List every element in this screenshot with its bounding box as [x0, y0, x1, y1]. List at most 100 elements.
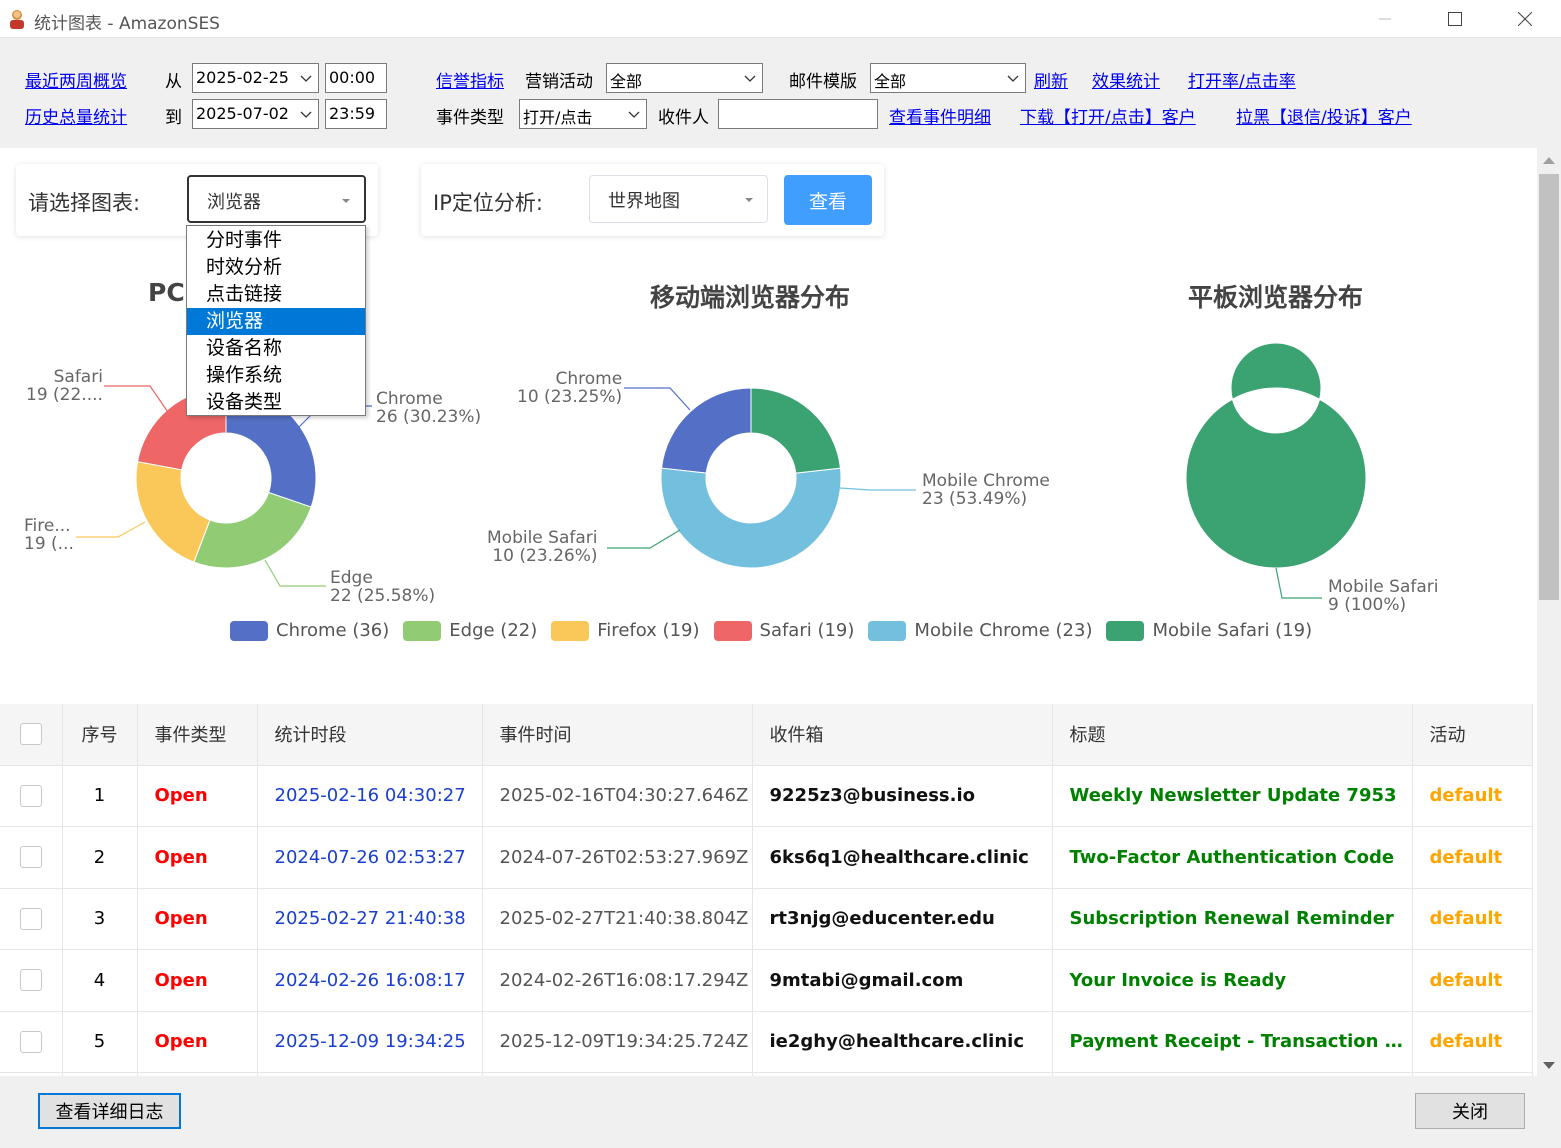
dropdown-option[interactable]: 点击链接: [206, 283, 283, 305]
toolbar: 最近两周概览 历史总量统计 从 到 2025-02-25 00:00 2025-…: [0, 38, 1561, 148]
row-checkbox[interactable]: [20, 907, 42, 930]
from-date-picker[interactable]: 2025-02-25: [192, 63, 319, 93]
leader-line-mobile-mobile-chrome: [839, 487, 916, 491]
close-button[interactable]: 关闭: [1415, 1093, 1525, 1129]
legend-item-chrome[interactable]: Chrome (36): [230, 620, 389, 641]
table-row[interactable]: 4 Open 2024-02-26 16:08:17 2024-02-26T16…: [0, 949, 1533, 1012]
cell-index: 5: [62, 1011, 138, 1073]
leader-line-pc-safari: [104, 385, 173, 419]
pie-slice-pc-firefox[interactable]: [135, 461, 211, 563]
label-name: Chrome: [555, 369, 623, 389]
row-checkbox[interactable]: [20, 784, 42, 807]
table-row[interactable]: 5 Open 2025-12-09 19:34:25 2025-12-09T19…: [0, 1011, 1533, 1073]
column-header-subject[interactable]: 标题: [1052, 704, 1413, 766]
row-checkbox[interactable]: [20, 1030, 42, 1053]
open-click-rate-link[interactable]: 打开率/点击率: [1188, 72, 1296, 92]
cell-subject: Your Invoice is Ready: [1052, 949, 1413, 1012]
dropdown-option[interactable]: 时效分析: [206, 256, 283, 278]
dropdown-option[interactable]: 操作系统: [206, 364, 283, 386]
scrollbar-thumb[interactable]: [1539, 174, 1559, 600]
download-customers-link[interactable]: 下载【打开/点击】客户: [1020, 108, 1196, 128]
from-date-value: 2025-02-25: [196, 68, 289, 87]
legend-item-mobile-safari[interactable]: Mobile Safari (19): [1106, 620, 1312, 641]
leader-line-tablet-safari: [1275, 567, 1322, 599]
label-value: 22 (25.58%): [330, 586, 436, 606]
legend-label: Mobile Chrome (23): [914, 620, 1093, 641]
label-value: 9 (100%): [1328, 595, 1407, 615]
row-checkbox[interactable]: [20, 846, 42, 869]
row-select-cell: [0, 1011, 63, 1073]
table-row[interactable]: 1 Open 2025-02-16 04:30:27 2025-02-16T04…: [0, 765, 1533, 827]
column-header-event-time[interactable]: 事件时间: [482, 704, 753, 766]
cell-subject: Payment Receipt - Transaction Co...: [1052, 1011, 1413, 1073]
template-select[interactable]: 全部: [870, 63, 1026, 93]
refresh-link[interactable]: 刷新: [1034, 72, 1068, 92]
select-all-checkbox[interactable]: [20, 723, 42, 746]
pie-slice-pc-edge[interactable]: [193, 491, 312, 569]
column-header-mailbox[interactable]: 收件箱: [752, 704, 1053, 766]
legend-item-edge[interactable]: Edge (22): [403, 620, 537, 641]
close-window-icon[interactable]: [1490, 0, 1560, 38]
column-header-period[interactable]: 统计时段: [257, 704, 483, 766]
cell-campaign: [1412, 1072, 1533, 1076]
cell-subject: Subscription Renewal Reminder: [1052, 888, 1413, 950]
vertical-scrollbar[interactable]: [1537, 148, 1561, 1076]
campaign-select[interactable]: 全部: [606, 63, 763, 93]
history-total-link[interactable]: 历史总量统计: [25, 108, 127, 128]
template-label: 邮件模版: [789, 72, 857, 92]
view-detail-log-button[interactable]: 查看详细日志: [38, 1093, 181, 1129]
blacklist-customers-link[interactable]: 拉黑【退信/投诉】客户: [1236, 108, 1412, 128]
pie-label-mobile-chrome-mobile: Mobile Chrome 23 (53.49%): [922, 472, 1050, 508]
table-row[interactable]: 2 Open 2024-07-26 02:53:27 2024-07-26T02…: [0, 826, 1533, 889]
column-header-index[interactable]: 序号: [62, 704, 138, 766]
chart-select[interactable]: 浏览器: [187, 175, 366, 223]
chart-area: 请选择图表: 浏览器 IP定位分析: 世界地图 查看 PC 移动端浏览器分布 平…: [0, 148, 1537, 704]
event-detail-link[interactable]: 查看事件明细: [889, 108, 991, 128]
minimize-icon[interactable]: [1350, 0, 1420, 38]
maximize-icon[interactable]: [1420, 0, 1490, 38]
dropdown-option-selected[interactable]: 浏览器: [187, 308, 365, 335]
from-time-input[interactable]: 00:00: [325, 63, 387, 93]
table-row[interactable]: 3 Open 2025-02-27 21:40:38 2025-02-27T21…: [0, 888, 1533, 950]
row-select-cell: [0, 765, 63, 827]
table-row[interactable]: [0, 1072, 1533, 1076]
cell-period: 2025-02-27 21:40:38: [257, 888, 483, 950]
chevron-down-icon: [628, 111, 640, 118]
recent-overview-link[interactable]: 最近两周概览: [25, 72, 127, 92]
pie-slice-mobile-chrome-mobile[interactable]: [660, 467, 842, 569]
legend-item-mobile-chrome[interactable]: Mobile Chrome (23): [868, 620, 1092, 641]
chart-selector-card: 请选择图表: 浏览器: [16, 164, 378, 236]
recipient-input[interactable]: [718, 99, 878, 129]
event-type-select[interactable]: 打开/点击: [519, 99, 647, 129]
dropdown-option[interactable]: 设备类型: [206, 391, 283, 413]
cell-period: 2024-07-26 02:53:27: [257, 826, 483, 889]
chevron-down-icon: [1007, 75, 1019, 82]
dropdown-option[interactable]: 分时事件: [206, 229, 283, 251]
column-header-event-type[interactable]: 事件类型: [137, 704, 258, 766]
dropdown-option[interactable]: 设备名称: [206, 337, 283, 359]
chevron-down-icon: [744, 75, 756, 82]
column-header-campaign[interactable]: 活动: [1412, 704, 1533, 766]
pie-slice-mobile-safari[interactable]: [750, 387, 842, 474]
label-name: Edge: [330, 568, 373, 588]
pie-slice-tablet-safari[interactable]: [1185, 342, 1367, 569]
legend-swatch: [551, 620, 590, 641]
effect-stats-link[interactable]: 效果统计: [1092, 72, 1160, 92]
legend-item-firefox[interactable]: Firefox (19): [551, 620, 700, 641]
cell-event-type: Open: [137, 888, 258, 950]
legend-label: Safari (19): [759, 620, 855, 641]
scroll-up-icon[interactable]: [1543, 157, 1555, 164]
legend-swatch: [868, 620, 907, 641]
to-time-input[interactable]: 23:59: [325, 99, 387, 129]
reputation-metrics-link[interactable]: 信誉指标: [436, 72, 504, 92]
row-checkbox[interactable]: [20, 969, 42, 992]
cell-event-type: Open: [137, 826, 258, 889]
ip-selector-card: IP定位分析: 世界地图 查看: [421, 164, 884, 236]
ip-map-select[interactable]: 世界地图: [589, 175, 768, 223]
to-date-picker[interactable]: 2025-07-02: [192, 99, 319, 129]
scroll-down-icon[interactable]: [1543, 1062, 1555, 1069]
pie-slice-mobile-chrome[interactable]: [660, 387, 752, 474]
cell-mailbox: 6ks6q1@healthcare.clinic: [752, 826, 1053, 889]
view-button[interactable]: 查看: [784, 175, 872, 225]
legend-item-safari[interactable]: Safari (19): [713, 620, 855, 641]
